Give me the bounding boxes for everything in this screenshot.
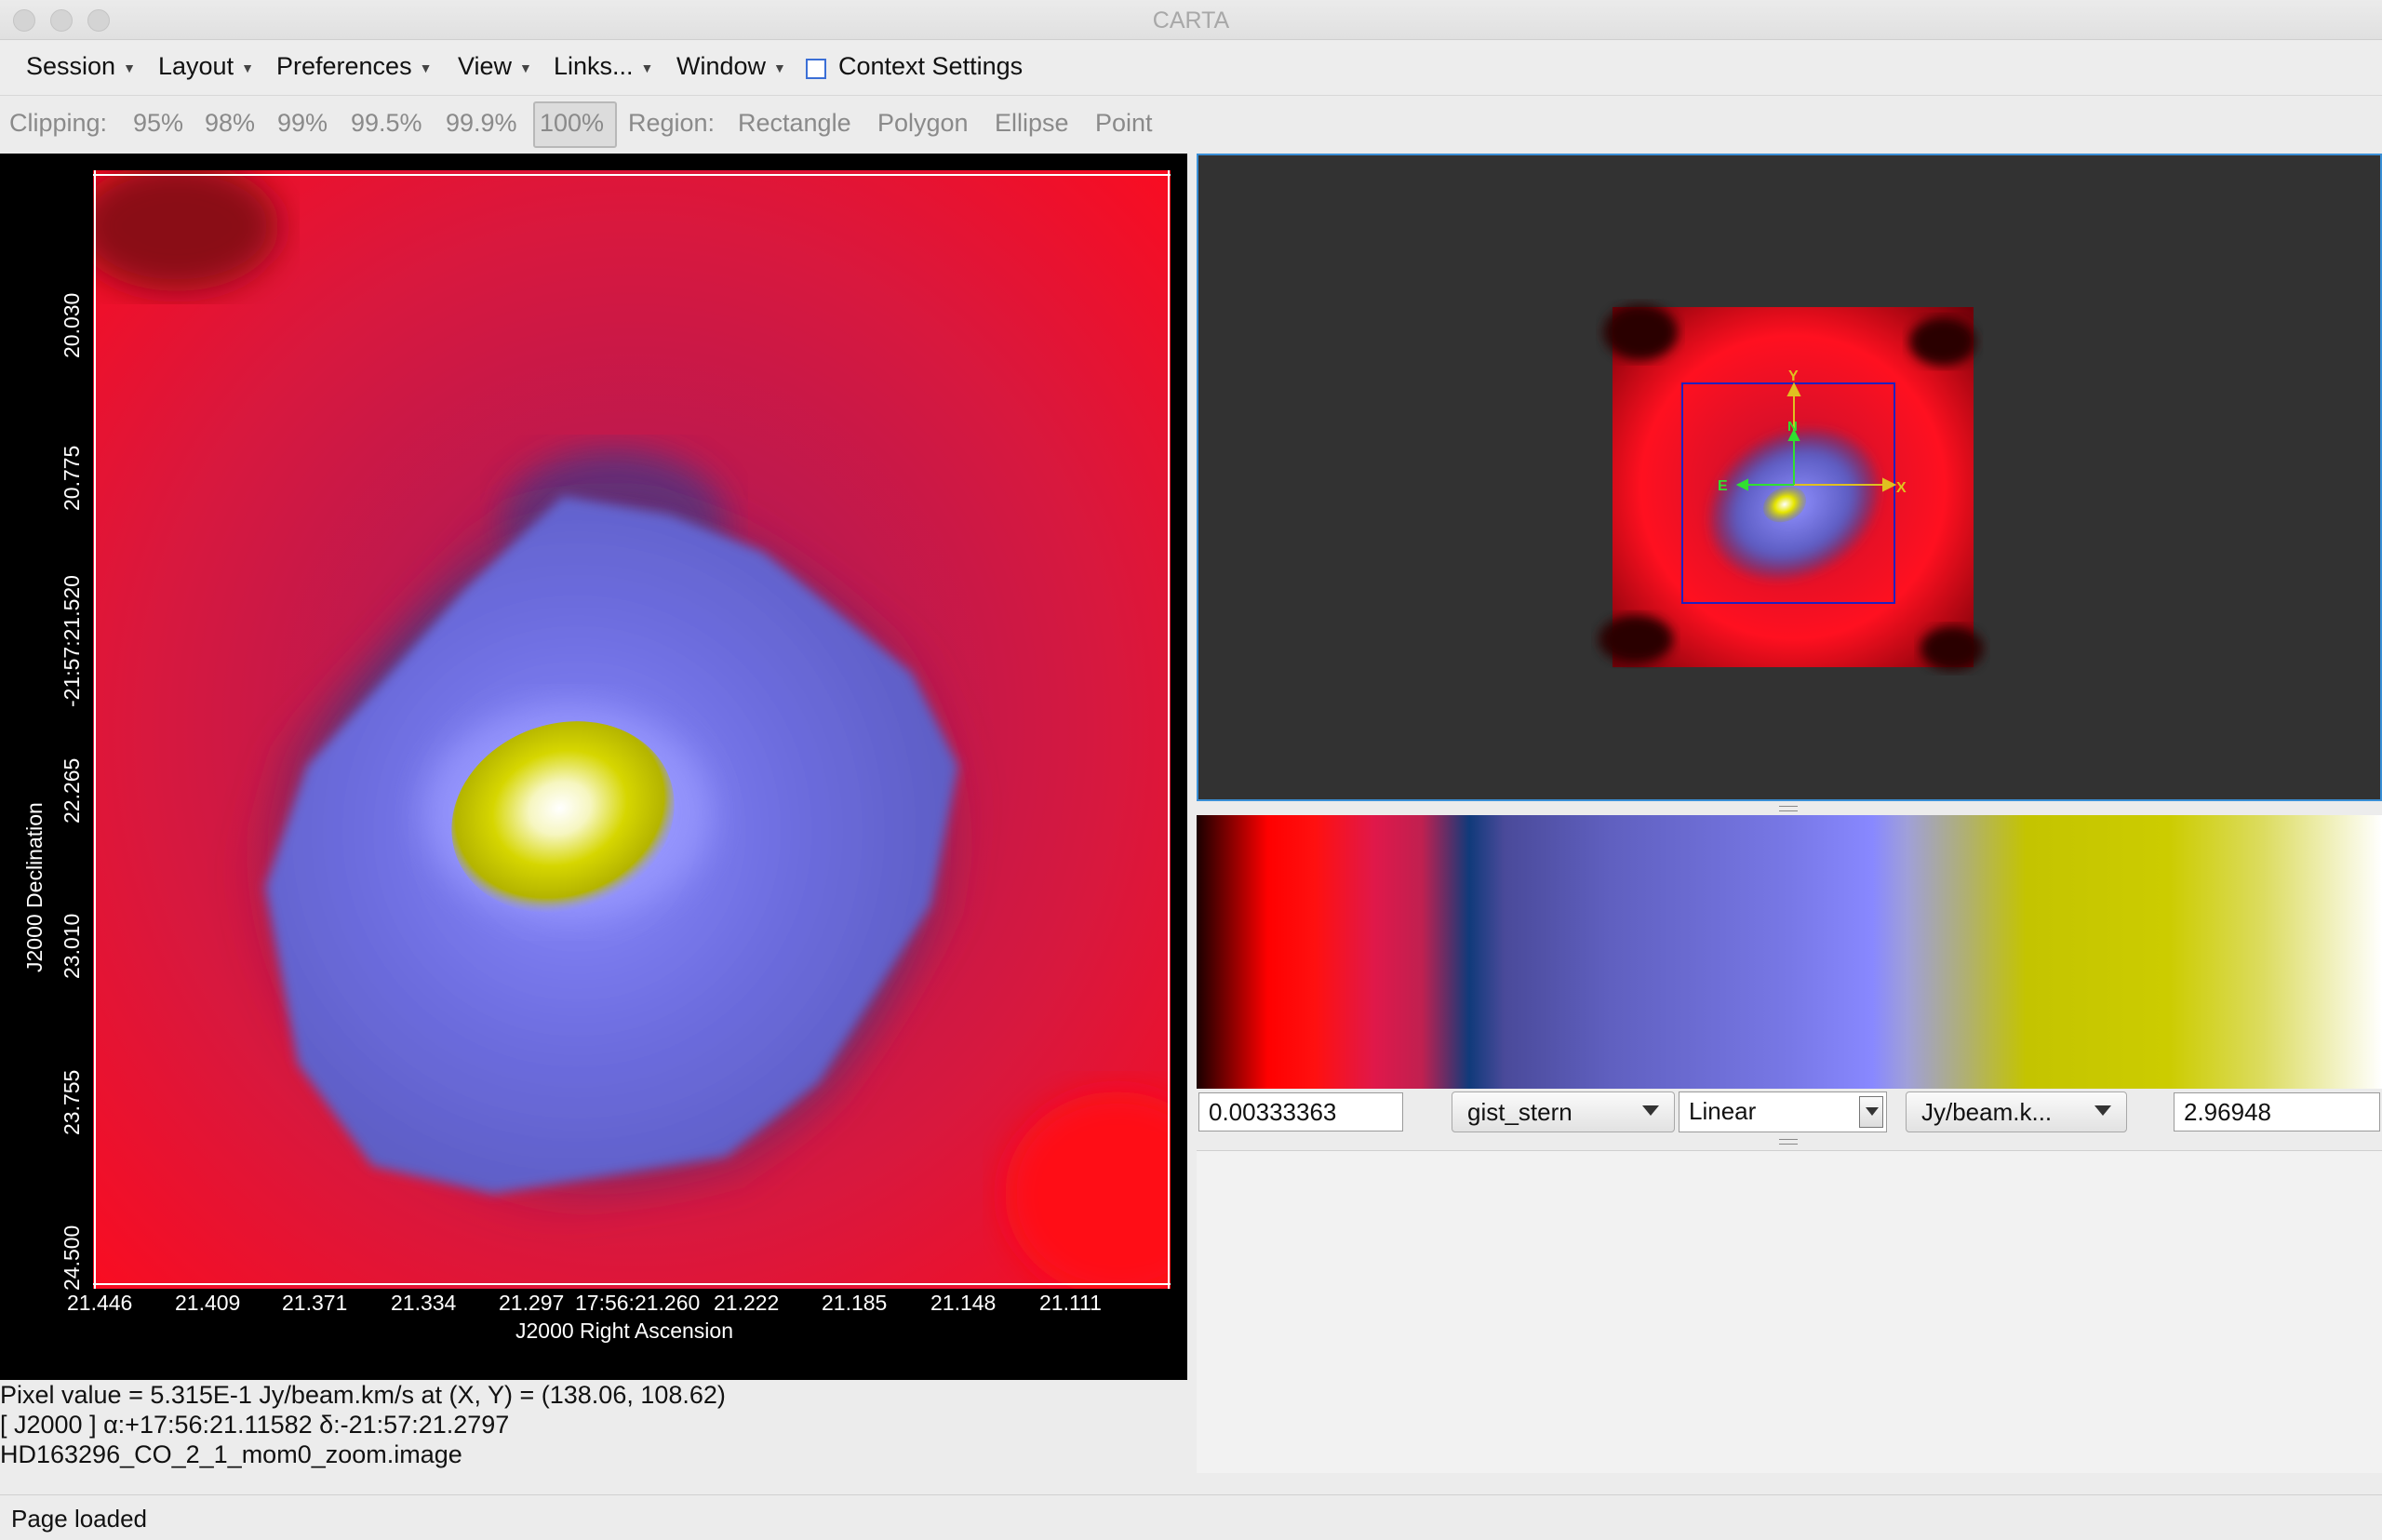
menu-layout[interactable]: Layout ▼ xyxy=(158,52,254,81)
overview-n-label: N xyxy=(1787,419,1798,435)
x-tick-label: 21.185 xyxy=(822,1291,888,1315)
context-settings-checkbox[interactable] xyxy=(806,59,826,79)
chevron-down-icon: ▼ xyxy=(640,60,654,75)
empty-panel xyxy=(1197,1150,2382,1473)
clip-98-button[interactable]: 98% xyxy=(205,109,256,137)
region-rectangle-button[interactable]: Rectangle xyxy=(738,109,851,137)
min-value-input[interactable]: 0.00333363 xyxy=(1198,1092,1403,1132)
scale-select[interactable]: Linear xyxy=(1679,1091,1887,1132)
colormap-select[interactable]: gist_stern xyxy=(1452,1091,1675,1132)
menu-session[interactable]: Session ▼ xyxy=(26,52,136,81)
menu-context-settings[interactable]: Context Settings xyxy=(838,52,1024,80)
y-tick-label: 20.775 xyxy=(60,445,84,511)
status-text: Page loaded xyxy=(11,1505,148,1533)
status-bar: Page loaded xyxy=(0,1494,2382,1540)
cursor-info-panel: Pixel value = 5.315E-1 Jy/beam.km/s at (… xyxy=(0,1381,1187,1470)
menu-window-label: Window xyxy=(676,52,767,80)
region-label: Region: xyxy=(628,109,716,137)
x-tick-label: 21.409 xyxy=(175,1291,241,1315)
menu-links[interactable]: Links... ▼ xyxy=(554,52,653,81)
region-ellipse-button[interactable]: Ellipse xyxy=(995,109,1069,137)
chevron-down-icon: ▼ xyxy=(241,60,254,75)
max-value-input[interactable]: 2.96948 xyxy=(2174,1092,2380,1132)
unit-select[interactable]: Jy/beam.k... xyxy=(1906,1091,2127,1132)
region-polygon-button[interactable]: Polygon xyxy=(877,109,969,137)
scale-dropdown-button[interactable] xyxy=(1859,1096,1883,1128)
clipping-label: Clipping: xyxy=(9,109,108,137)
x-tick-label: 21.371 xyxy=(282,1291,348,1315)
y-tick-label: 24.500 xyxy=(60,1225,84,1291)
minimize-window-button[interactable] xyxy=(50,9,73,32)
window-title: CARTA xyxy=(1152,7,1230,33)
region-point-button[interactable]: Point xyxy=(1095,109,1153,137)
scale-select-label: Linear xyxy=(1689,1097,1757,1125)
y-tick-label: 23.010 xyxy=(60,913,84,979)
clip-100-label: 100% xyxy=(540,109,605,137)
overview-x-label: X xyxy=(1896,480,1907,496)
y-tick-label: -21:57:21.520 xyxy=(60,575,84,707)
unit-select-label: Jy/beam.k... xyxy=(1921,1098,2053,1126)
menu-window[interactable]: Window ▼ xyxy=(676,52,786,81)
pixel-value-text: Pixel value = 5.315E-1 Jy/beam.km/s at (… xyxy=(0,1381,726,1409)
chevron-down-icon xyxy=(1642,1105,1659,1116)
chevron-down-icon: ▼ xyxy=(419,60,433,75)
menu-preferences-label: Preferences xyxy=(276,52,412,80)
chevron-down-icon: ▼ xyxy=(519,60,532,75)
clip-99-button[interactable]: 99% xyxy=(277,109,328,137)
overview-canvas: Y N E X xyxy=(1198,155,2380,799)
menu-preferences[interactable]: Preferences ▼ xyxy=(276,52,432,81)
x-tick-label: 21.334 xyxy=(391,1291,457,1315)
y-axis-label: J2000 Declination xyxy=(22,802,47,972)
clip-99-9-button[interactable]: 99.9% xyxy=(446,109,517,137)
chevron-down-icon: ▼ xyxy=(123,60,136,75)
chevron-down-icon xyxy=(1866,1107,1879,1116)
x-tick-label: 21.446 xyxy=(67,1291,133,1315)
x-tick-label: 21.111 xyxy=(1039,1291,1102,1315)
image-canvas[interactable] xyxy=(93,170,1171,1289)
filename-text: HD163296_CO_2_1_mom0_zoom.image xyxy=(0,1440,462,1468)
x-tick-label: 17:56:21.260 xyxy=(575,1291,701,1315)
menu-view[interactable]: View ▼ xyxy=(458,52,532,81)
menu-session-label: Session xyxy=(26,52,116,80)
toolbar: Clipping: 95% 98% 99% 99.5% 99.9% 100% R… xyxy=(0,97,2382,151)
overview-panel[interactable]: Y N E X xyxy=(1197,154,2382,801)
window-titlebar: CARTA xyxy=(0,0,2382,40)
colormap-bar xyxy=(1197,815,2382,1089)
overview-y-label: Y xyxy=(1788,368,1799,384)
menu-links-label: Links... xyxy=(554,52,634,80)
colormap-controls: 0.00333363 gist_stern Linear Jy/beam.k..… xyxy=(1197,1089,2382,1135)
menu-view-label: View xyxy=(458,52,513,80)
x-axis-label: J2000 Right Ascension xyxy=(515,1319,733,1343)
clip-99-5-button[interactable]: 99.5% xyxy=(351,109,422,137)
x-tick-label: 21.222 xyxy=(714,1291,780,1315)
coordinates-text: [ J2000 ] α:+17:56:21.11582 δ:-21:57:21.… xyxy=(0,1411,510,1439)
clip-100-button[interactable] xyxy=(533,101,617,148)
splitter-handle[interactable] xyxy=(1779,1139,1798,1145)
menu-layout-label: Layout xyxy=(158,52,234,80)
y-tick-label: 20.030 xyxy=(60,292,84,358)
menubar: Session ▼ Layout ▼ Preferences ▼ View ▼ Link… xyxy=(0,41,2382,96)
x-tick-label: 21.297 xyxy=(499,1291,565,1315)
maximize-window-button[interactable] xyxy=(87,9,110,32)
colormap-select-label: gist_stern xyxy=(1467,1098,1572,1126)
clip-95-button[interactable]: 95% xyxy=(133,109,184,137)
y-tick-label: 22.265 xyxy=(60,757,84,824)
splitter-handle[interactable] xyxy=(1779,806,1798,811)
chevron-down-icon: ▼ xyxy=(773,60,786,75)
y-tick-label: 23.755 xyxy=(60,1069,84,1135)
image-raster xyxy=(93,170,1171,1289)
image-viewer[interactable]: 20.030 20.775 -21:57:21.520 22.265 23.01… xyxy=(0,154,1187,1380)
x-tick-label: 21.148 xyxy=(930,1291,997,1315)
chevron-down-icon xyxy=(2094,1105,2111,1116)
overview-e-label: E xyxy=(1718,478,1728,494)
close-window-button[interactable] xyxy=(13,9,35,32)
